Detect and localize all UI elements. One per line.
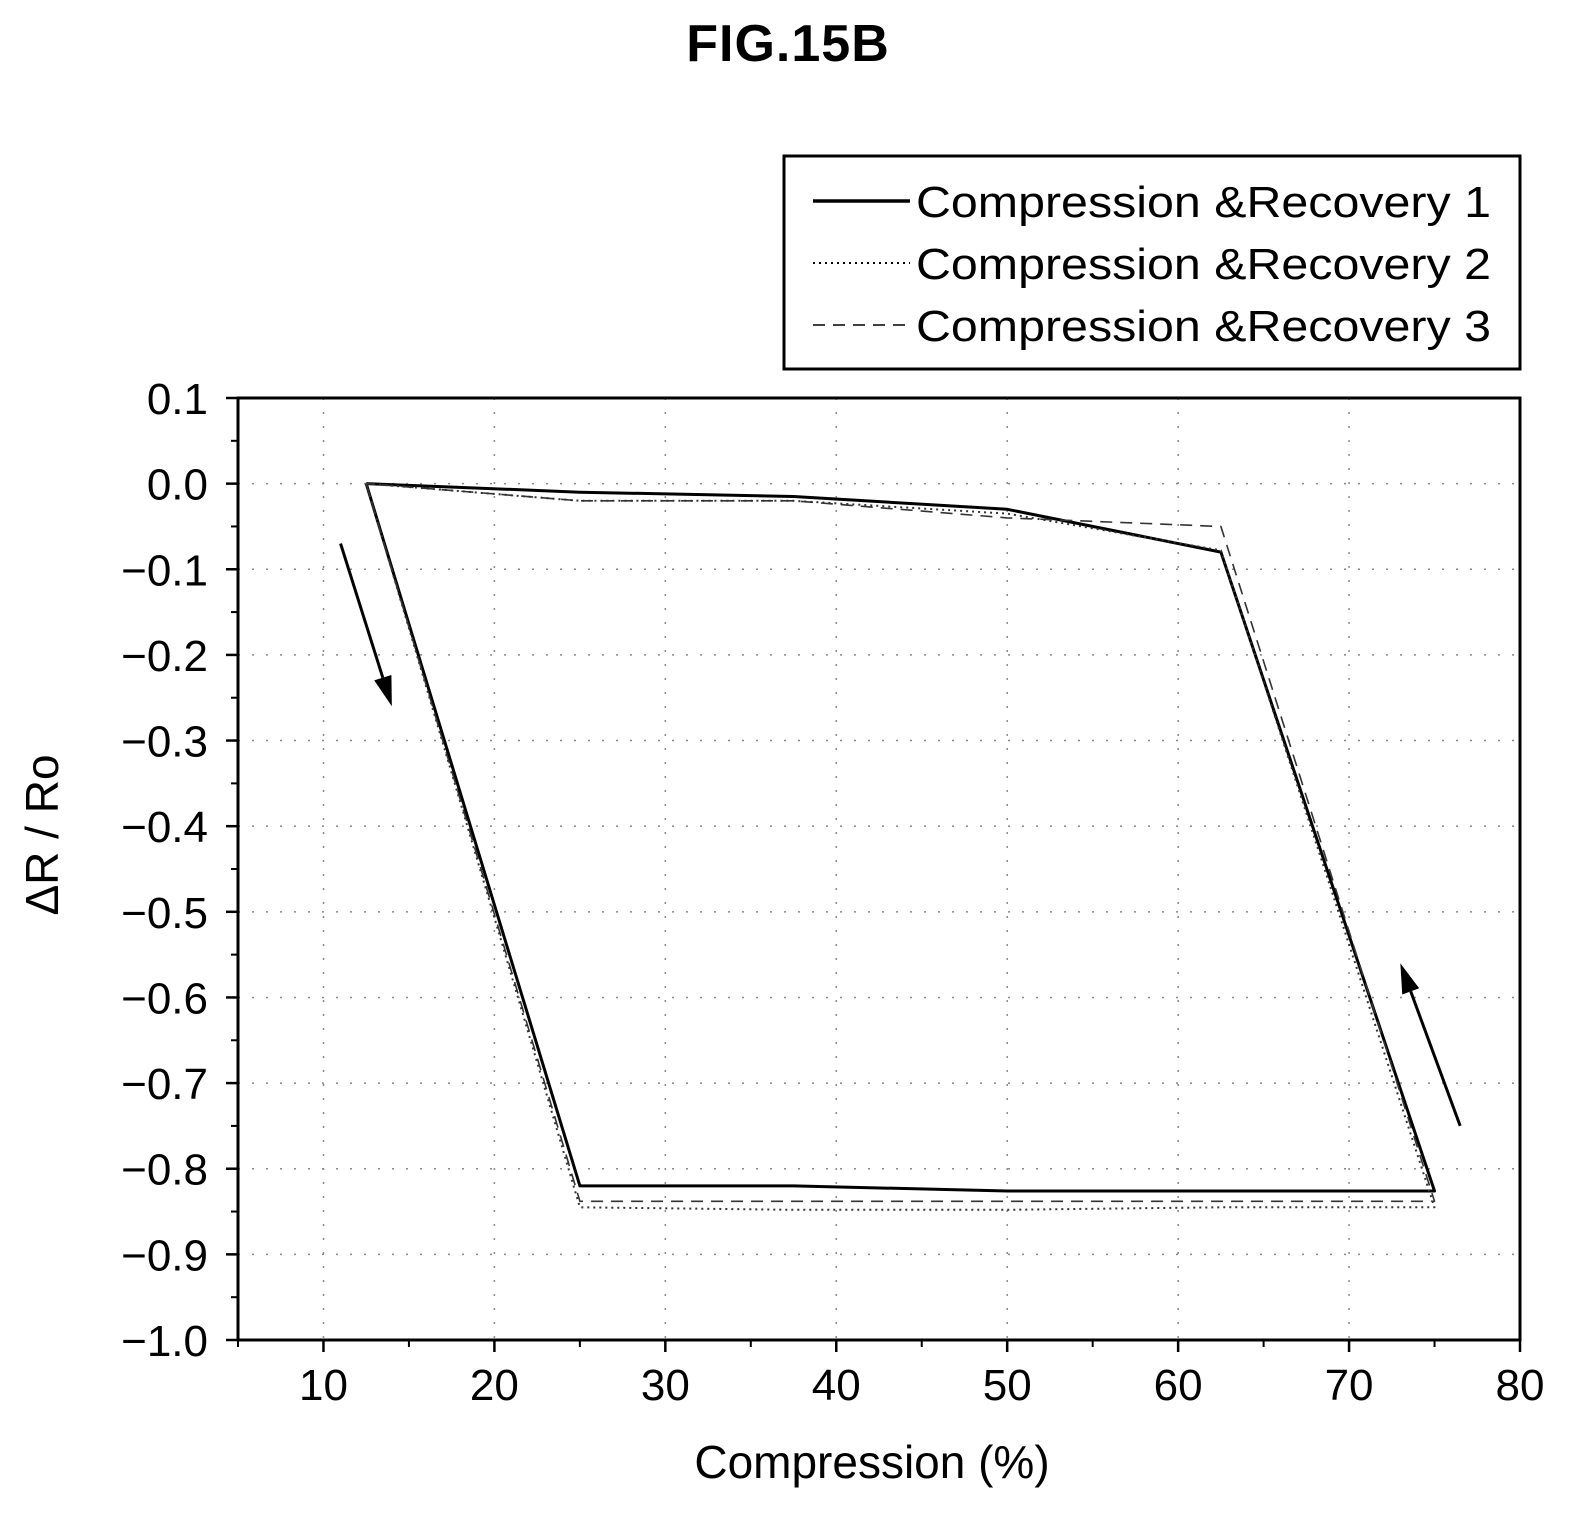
y-tick-label: −0.5 — [121, 889, 208, 938]
arrow-shaft — [339, 543, 385, 679]
series-lines — [364, 482, 1436, 1211]
x-tick-label: 40 — [812, 1361, 861, 1410]
arrow-head — [374, 674, 392, 707]
y-axis-title: ΔR / Ro — [16, 754, 68, 915]
y-tick-label: −0.1 — [121, 546, 208, 595]
x-tick-label: 30 — [641, 1361, 690, 1410]
y-tick-label: −0.7 — [121, 1060, 208, 1109]
series-line-3 — [365, 482, 1436, 1203]
axis-ticks — [226, 396, 1522, 1352]
y-tick-label: −0.6 — [121, 974, 208, 1023]
legend-label-2: Compression &Recovery 2 — [916, 240, 1491, 289]
legend-label-1: Compression &Recovery 1 — [916, 178, 1491, 227]
arrow-head — [1400, 963, 1420, 995]
tick-labels: 10 20 30 40 50 60 70 80 0.1 0.0 −0.1 −0.2 −0.3 −0.4 −0… — [121, 375, 1544, 1410]
y-tick-label: 0.1 — [147, 375, 208, 424]
x-tick-label: 50 — [983, 1361, 1032, 1410]
legend: Compression &Recovery 1 Compression &Reco… — [782, 154, 1522, 371]
y-tick-label: −0.4 — [121, 803, 208, 852]
legend-items: Compression &Recovery 1 Compression &Reco… — [813, 178, 1491, 351]
arrow-shaft — [1409, 990, 1462, 1127]
y-tick-label: −0.2 — [121, 632, 208, 681]
y-tick-label: 0.0 — [147, 461, 208, 510]
series-line-2 — [365, 482, 1436, 1211]
direction-arrow-2 — [1400, 963, 1462, 1127]
y-tick-label: −0.9 — [121, 1231, 208, 1280]
direction-arrows — [339, 543, 1462, 1127]
y-tick-label: −0.8 — [121, 1146, 208, 1195]
x-axis-title: Compression (%) — [694, 1436, 1049, 1488]
x-tick-label: 10 — [299, 1361, 348, 1410]
y-tick-label: −0.3 — [121, 718, 208, 767]
grid-lines — [238, 398, 1520, 1340]
x-tick-label: 60 — [1154, 1361, 1203, 1410]
x-tick-label: 20 — [470, 1361, 519, 1410]
direction-arrow-1 — [339, 543, 392, 707]
legend-label-3: Compression &Recovery 3 — [916, 302, 1491, 351]
y-tick-label: −1.0 — [121, 1317, 208, 1366]
x-tick-label: 80 — [1496, 1361, 1545, 1410]
series-line-1 — [364, 482, 1436, 1193]
figure-title: FIG.15B — [686, 15, 890, 73]
legend-box — [782, 154, 1522, 371]
x-tick-label: 70 — [1325, 1361, 1374, 1410]
